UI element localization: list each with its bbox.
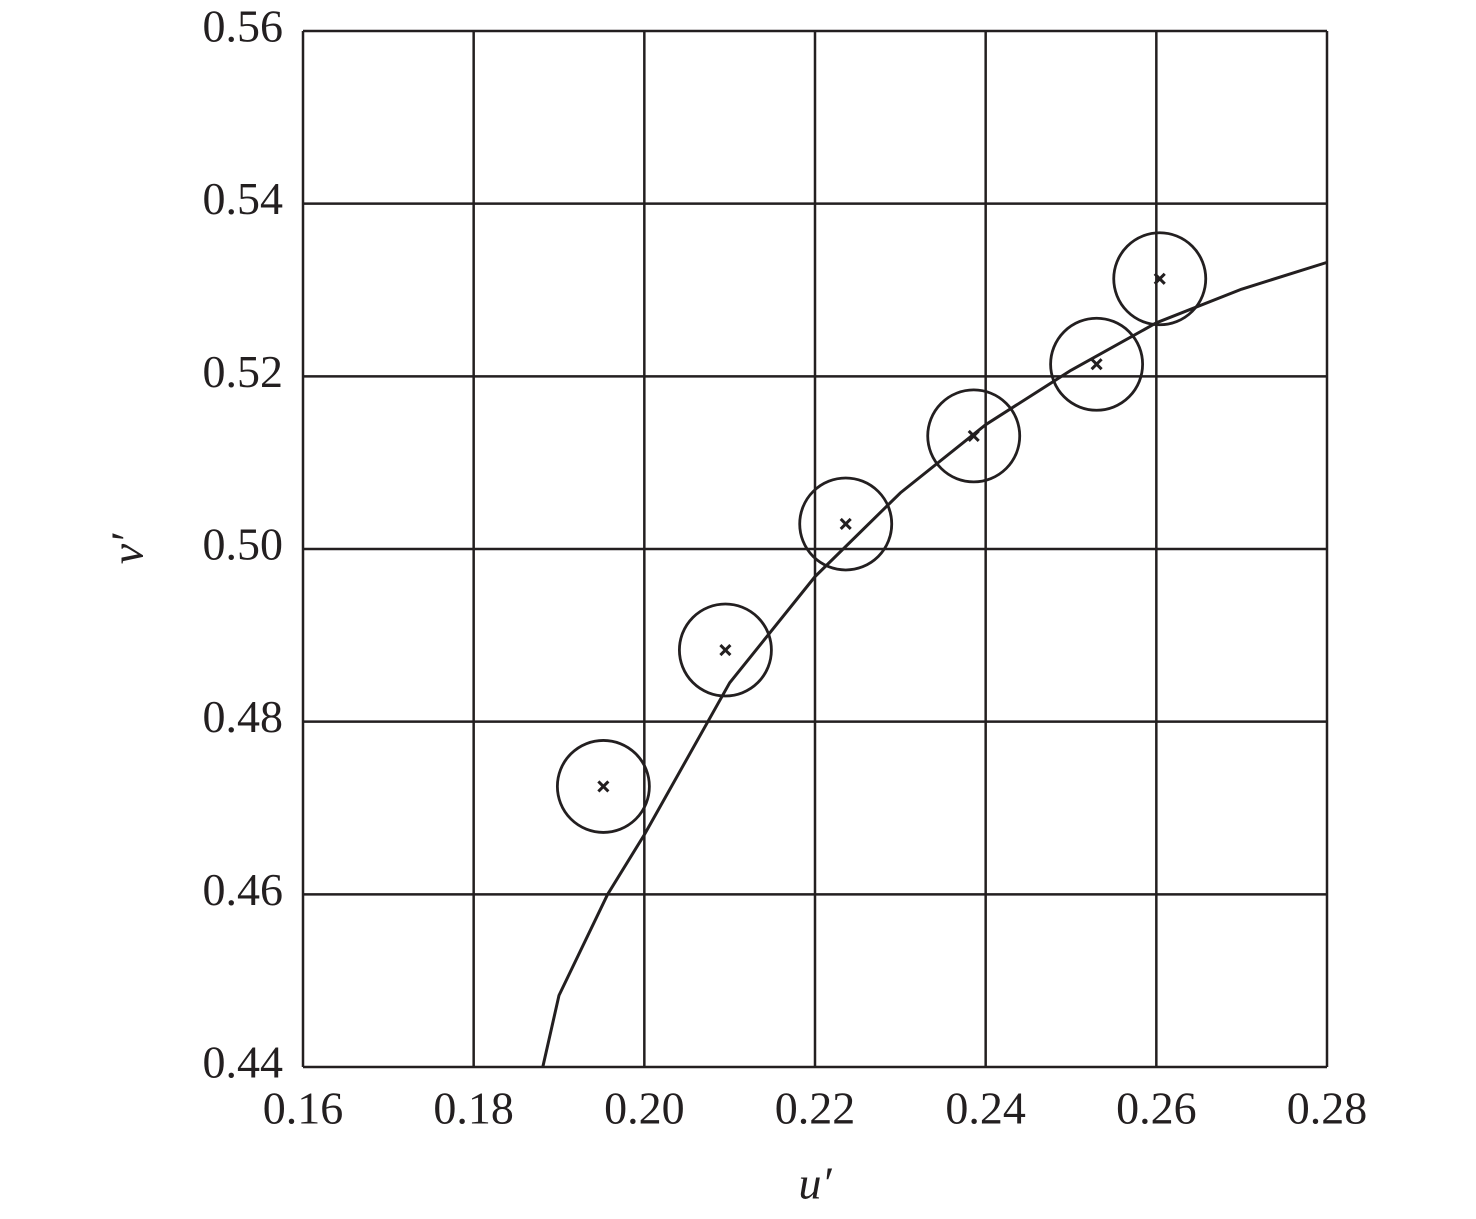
y-tick-label: 0.56 xyxy=(203,1,284,52)
point-marker xyxy=(1153,272,1166,285)
x-tick-label: 0.18 xyxy=(433,1083,514,1134)
point-marker xyxy=(1090,358,1103,371)
x-tick-label: 0.24 xyxy=(945,1083,1026,1134)
x-tick-label: 0.20 xyxy=(604,1083,685,1134)
x-tick-label: 0.26 xyxy=(1116,1083,1197,1134)
x-tick-label: 0.22 xyxy=(775,1083,856,1134)
point-marker xyxy=(719,643,732,657)
y-tick-label: 0.46 xyxy=(203,864,284,915)
tolerance-circle xyxy=(798,476,894,572)
tolerance-circle xyxy=(555,739,651,834)
tolerance-circle xyxy=(678,602,773,698)
point-marker xyxy=(597,780,610,793)
tolerance-circle xyxy=(1049,316,1144,412)
y-tick-label: 0.52 xyxy=(203,346,284,397)
y-tick-label: 0.54 xyxy=(203,173,284,224)
point-marker xyxy=(839,517,852,531)
y-axis-title: v′ xyxy=(102,533,153,564)
x-tick-label: 0.16 xyxy=(263,1083,344,1134)
y-tick-label: 0.50 xyxy=(203,519,284,570)
tolerance-circle xyxy=(926,388,1022,484)
x-axis-title: u′ xyxy=(798,1158,832,1209)
y-tick-label: 0.48 xyxy=(203,691,284,742)
x-tick-label: 0.28 xyxy=(1287,1083,1368,1134)
curve xyxy=(541,260,1328,1068)
y-tick-label: 0.44 xyxy=(203,1037,284,1088)
tolerance-circle xyxy=(1112,231,1208,327)
